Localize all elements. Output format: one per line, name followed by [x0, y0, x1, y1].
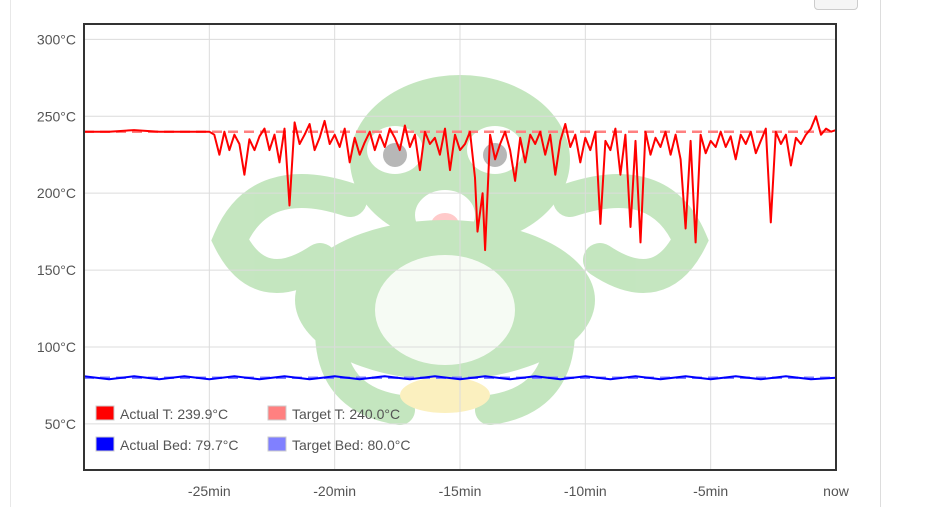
legend-swatch-actual-t [95, 405, 115, 421]
y-tick-label: 50°C [45, 416, 76, 432]
y-tick-label: 150°C [37, 262, 76, 278]
y-tick-label: 100°C [37, 339, 76, 355]
x-tick-label: -15min [439, 483, 482, 499]
legend: Actual T: 239.9°C Target T: 240.0°C Actual… [95, 405, 410, 453]
plot-frame [83, 23, 837, 471]
y-tick-label: 300°C [37, 31, 76, 47]
legend-label-target-t: Target T: 240.0°C [292, 406, 400, 422]
x-tick-label: -10min [564, 483, 607, 499]
y-tick-label: 200°C [37, 185, 76, 201]
y-axis-labels: 300°C 250°C 200°C 150°C 100°C 50°C [37, 31, 76, 431]
x-tick-label: now [823, 483, 850, 499]
x-tick-label: -25min [188, 483, 231, 499]
legend-swatch-target-t [267, 405, 287, 421]
panel-border [10, 0, 11, 507]
legend-label-target-bed: Target Bed: 80.0°C [292, 437, 410, 453]
x-axis-labels: -25min -20min -15min -10min -5min now [188, 483, 850, 499]
y-tick-label: 250°C [37, 108, 76, 124]
toggle-button[interactable] [814, 0, 858, 10]
legend-label-actual-t: Actual T: 239.9°C [120, 406, 228, 422]
x-tick-label: -20min [313, 483, 356, 499]
x-tick-label: -5min [693, 483, 728, 499]
temperature-chart: 300°C 250°C 200°C 150°C 100°C 50°C -25min -20m… [37, 23, 850, 499]
series-line-actual-bed [83, 375, 837, 381]
series-line-actual-t [84, 115, 837, 252]
legend-label-actual-bed: Actual Bed: 79.7°C [120, 437, 238, 453]
grid [84, 24, 837, 470]
series-layer [83, 115, 837, 381]
temperature-panel [10, 0, 881, 507]
legend-swatch-actual-bed [95, 436, 115, 452]
legend-swatch-target-bed [267, 436, 287, 452]
